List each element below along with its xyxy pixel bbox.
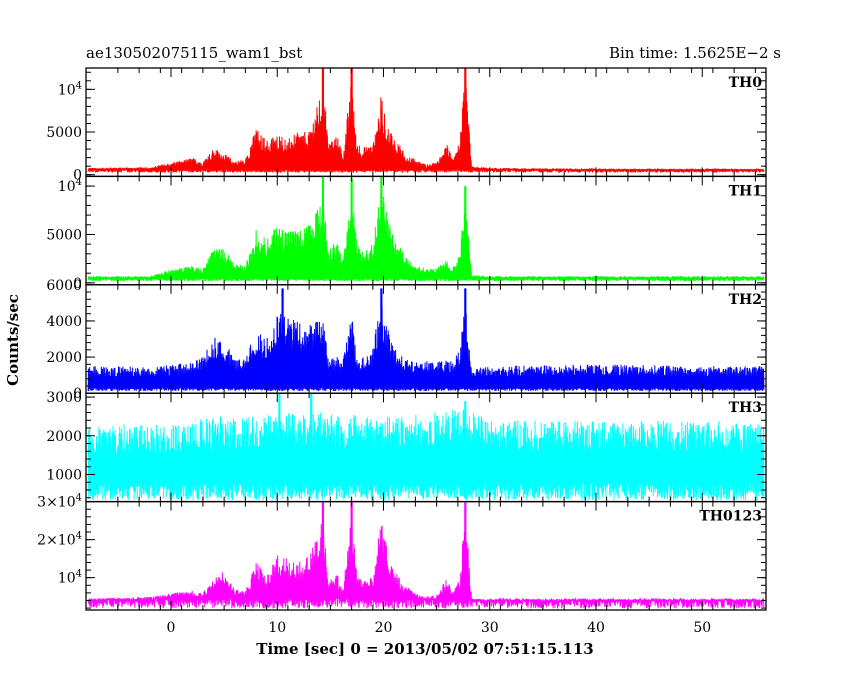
x-tick-label: 50 bbox=[693, 620, 711, 636]
x-tick-label: 40 bbox=[587, 620, 605, 636]
panel-th0123: 104 2×104 3×104 TH0123 bbox=[37, 493, 767, 611]
y-tick-label: 2000 bbox=[46, 350, 82, 366]
panel-label-th3: TH3 bbox=[729, 400, 762, 416]
y-tick-label: 2×104 bbox=[37, 531, 82, 549]
y-tick-label: 5000 bbox=[46, 227, 82, 243]
y-tick-label: 104 bbox=[58, 569, 82, 587]
series-th2 bbox=[87, 296, 765, 392]
panel-th1: 0 5000 104 TH1 bbox=[46, 175, 767, 292]
panel-label-th0: TH0 bbox=[729, 75, 763, 91]
series-th0123 bbox=[87, 514, 765, 609]
y-tick-label: 3×104 bbox=[37, 493, 82, 511]
x-tick-label: 10 bbox=[268, 620, 286, 636]
x-tick-label: 0 bbox=[167, 620, 176, 636]
panel-frame bbox=[85, 500, 767, 611]
panel-label-th1: TH1 bbox=[729, 183, 762, 199]
panel-label-th2: TH2 bbox=[729, 292, 762, 308]
y-tick-label: 0 bbox=[73, 168, 82, 184]
panel-label-th0123: TH0123 bbox=[699, 509, 762, 525]
y-tick-label: 0 bbox=[73, 276, 82, 292]
series-th1 bbox=[87, 189, 765, 282]
y-tick-label: 104 bbox=[58, 177, 82, 195]
y-tick-label: 1000 bbox=[46, 468, 82, 484]
y-axis-label: Counts/sec bbox=[4, 294, 22, 386]
y-tick-label: 4000 bbox=[46, 314, 82, 330]
y-tick-label: 2000 bbox=[46, 429, 82, 445]
y-tick-label: 0 bbox=[73, 386, 82, 402]
x-axis: 0 10 20 30 40 50 bbox=[167, 620, 712, 636]
panel-th2: 0 2000 4000 6000 TH2 bbox=[46, 278, 767, 402]
panel-th0: 0 5000 104 TH0 bbox=[46, 67, 767, 184]
panel-th3: 1000 2000 3000 TH3 bbox=[46, 390, 767, 503]
y-tick-label: 104 bbox=[58, 80, 82, 98]
x-axis-label: Time [sec] 0 = 2013/05/02 07:51:15.113 bbox=[256, 640, 593, 658]
y-tick-label: 3000 bbox=[46, 390, 82, 406]
x-tick-label: 30 bbox=[481, 620, 499, 636]
series-th3 bbox=[87, 409, 765, 501]
series-th0 bbox=[87, 76, 765, 173]
panels-group: 0 5000 104 TH0 0 5000 104 TH1 0 2000 4000 6000 TH2 10… bbox=[37, 67, 767, 611]
chart-title: ae130502075115_wam1_bst bbox=[86, 44, 302, 62]
y-tick-label: 6000 bbox=[46, 278, 82, 294]
y-tick-label: 5000 bbox=[46, 125, 82, 141]
bin-time-label: Bin time: 1.5625E−2 s bbox=[609, 44, 781, 62]
x-tick-label: 20 bbox=[375, 620, 393, 636]
